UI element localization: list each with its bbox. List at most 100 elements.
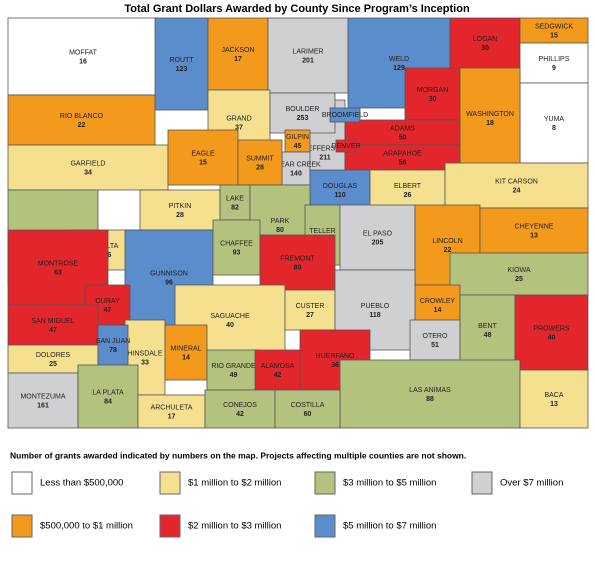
county-shape (449, 252, 589, 296)
county-name: YUMA (544, 116, 565, 123)
county-count: 30 (481, 45, 489, 52)
county-count: 63 (54, 269, 62, 276)
county-shape (254, 349, 301, 391)
county: OTERO 51 (409, 319, 461, 361)
county-name: ARCHULETA (151, 404, 193, 411)
county-count: 25 (515, 276, 523, 283)
county-name: CHEYENNE (515, 223, 554, 230)
county: GARFIELD 34 (7, 144, 169, 191)
county-shape (7, 17, 159, 96)
county-count: 88 (426, 396, 434, 403)
title: Total Grant Dollars Awarded by County Si… (124, 3, 470, 15)
county: BROOMFIELD (322, 107, 368, 123)
county-name: LARIMER (292, 48, 323, 55)
county-name: ARAPAHOE (383, 150, 422, 157)
county-name: PARK (271, 218, 290, 225)
county-name: MONTEZUMA (20, 393, 65, 400)
county-count: 47 (104, 307, 112, 314)
county-count: 36 (331, 362, 339, 369)
county-name: OURAY (95, 298, 120, 305)
county-count: 34 (84, 169, 92, 176)
county-count: 60 (304, 411, 312, 418)
county-shape (7, 372, 79, 429)
county-shape (219, 184, 251, 221)
county-shape (164, 324, 208, 381)
county: EL PASO 205 (339, 204, 416, 271)
county: PROWERS 40 (514, 294, 589, 371)
county-name: GILPIN (286, 134, 309, 141)
county: SAN MIGUEL 47 (7, 304, 99, 346)
county-count: 80 (294, 264, 302, 271)
county-count: 211 (319, 154, 330, 161)
county: CONEJOS 42 (204, 389, 276, 429)
county-count: 78 (109, 347, 117, 354)
county-count: 47 (49, 327, 57, 334)
county-count: 33 (141, 359, 149, 366)
county-count: 17 (234, 56, 242, 63)
county-count: 14 (434, 307, 442, 314)
county: KIOWA 25 (449, 252, 589, 296)
county-count: 40 (226, 322, 234, 329)
county-name: EL PASO (363, 230, 393, 237)
legend-label: $1 million to $2 million (188, 478, 281, 489)
county-shape (404, 67, 461, 121)
county-count: 37 (235, 124, 243, 131)
county: PHILLIPS 9 (519, 42, 589, 84)
county-shape (281, 151, 311, 186)
legend-label: Over $7 million (500, 478, 563, 489)
county: MORGAN 30 (404, 67, 461, 121)
county: LARIMER 201 (267, 17, 349, 94)
legend-label: Less than $500,000 (40, 478, 123, 489)
county-name: ROUTT (169, 57, 194, 64)
legend: Less than $500,000 $1 million to $2 milli… (11, 471, 563, 538)
county-count: 48 (484, 332, 492, 339)
county: LA PLATA 84 (77, 364, 139, 429)
county-shape (519, 369, 589, 429)
county: CUSTER 27 (284, 289, 336, 331)
county-count: 140 (290, 170, 302, 177)
county-name: WASHINGTON (466, 111, 514, 118)
county: DOLORES 25 (7, 344, 99, 374)
county-name: GARFIELD (70, 160, 105, 167)
county-name: FREMONT (280, 255, 315, 262)
county-name: EAGLE (191, 150, 215, 157)
county-shape (7, 304, 99, 346)
county-shape (459, 294, 516, 366)
legend-label: $5 million to $7 million (343, 521, 436, 532)
county-count: 123 (176, 66, 188, 73)
county-shape (167, 129, 239, 186)
legend-swatch (314, 514, 336, 538)
county-name: LOGAN (473, 36, 498, 43)
county-count: 129 (393, 65, 405, 72)
county-count: 80 (276, 227, 284, 234)
county-shape (449, 17, 521, 69)
county-name: SUMMIT (246, 155, 274, 162)
county-shape (309, 169, 371, 211)
county-name: BACA (544, 392, 563, 399)
county: ELBERT 26 (369, 169, 446, 211)
county-count: 56 (399, 159, 407, 166)
county: LAS ANIMAS 88 (339, 359, 521, 429)
county-shape (519, 42, 589, 84)
county-shape (274, 389, 341, 429)
county: ARCHULETA 17 (137, 394, 206, 429)
county: DOUGLAS 110 (309, 169, 371, 211)
county: SEDGWICK 15 (519, 17, 589, 44)
county: GILPIN 45 (284, 129, 311, 153)
county-name: LAKE (226, 195, 244, 202)
legend-swatch (159, 471, 181, 495)
county-count: 110 (334, 192, 345, 199)
county-name: BOULDER (286, 106, 320, 113)
county-shape (519, 82, 589, 164)
county: ROUTT 123 (154, 17, 209, 111)
county-count: 13 (530, 232, 538, 239)
county: CROWLEY 14 (414, 284, 461, 326)
county-map: MOFFAT 16 ROUTT 123 JACKSON 17 LARIMER 201 WELD 1… (7, 17, 589, 429)
county-count: 26 (404, 192, 412, 199)
county-shape (479, 207, 589, 254)
county-name: KIT CARSON (495, 178, 538, 185)
county-name: DENVER (331, 143, 360, 150)
county-shape (444, 162, 589, 209)
county: CHAFFEE 93 (212, 219, 261, 276)
